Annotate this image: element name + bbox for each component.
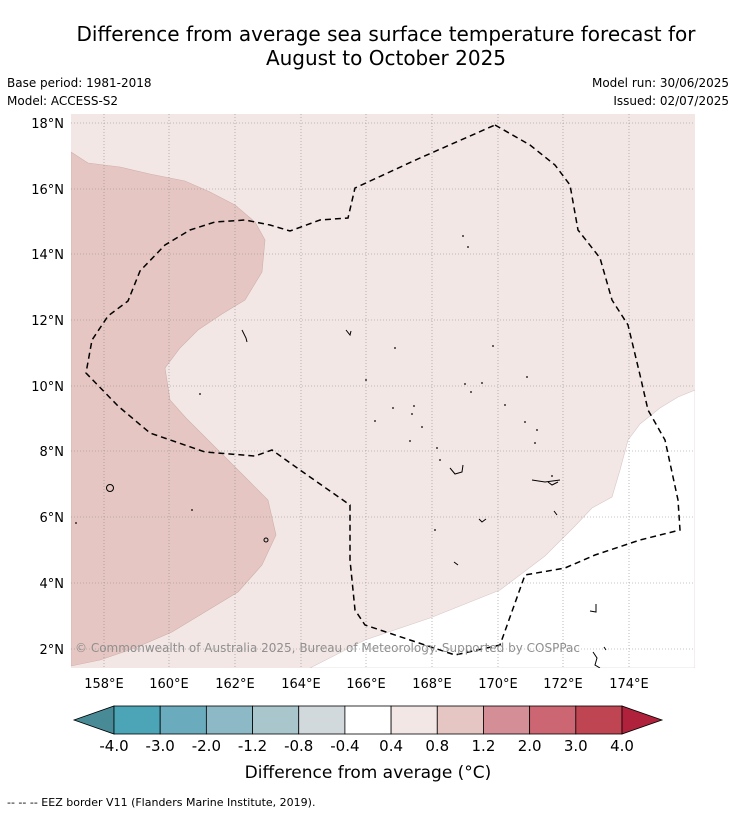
copyright-notice: © Commonwealth of Australia 2025, Bureau… [75, 641, 580, 655]
colorbar-cell [113, 705, 161, 735]
longitude-labels: 158°E 160°E 162°E 164°E 166°E 168°E 170°… [84, 677, 649, 692]
island [241, 329, 248, 343]
island-dots [75, 235, 553, 531]
island [547, 481, 559, 486]
colorbar-cell [529, 705, 577, 735]
region-anomaly-0-8-to-1-2 [71, 151, 277, 667]
lat-label: 4°N [40, 577, 65, 592]
lat-label: 16°N [31, 183, 64, 198]
colorbar-tick-label: -0.4 [330, 737, 359, 755]
island [449, 464, 464, 475]
latitude-labels: 18°N 16°N 14°N 12°N 10°N 8°N 6°N 4°N 2°N [31, 117, 64, 658]
island [589, 604, 597, 613]
map-title: Difference from average sea surface temp… [40, 22, 732, 70]
colorbar-tick-label: -3.0 [146, 737, 175, 755]
colorbar-cell [205, 705, 253, 735]
lon-label: 166°E [346, 677, 386, 692]
island [453, 561, 459, 566]
island [603, 646, 607, 651]
islands [106, 329, 607, 668]
colorbar-tick-label: 1.2 [472, 737, 496, 755]
lon-label: 174°E [609, 677, 649, 692]
lon-label: 164°E [281, 677, 321, 692]
colorbar-title: Difference from average (°C) [244, 763, 492, 783]
colorbar-tick-label: -4.0 [99, 737, 128, 755]
island [478, 518, 487, 523]
lon-label: 162°E [215, 677, 255, 692]
island [106, 484, 114, 492]
eez-border [85, 124, 681, 656]
colorbar-ticks: -4.0 -3.0 -2.0 -1.2 -0.8 -0.4 0.4 0.8 1.2 2.0 3.0 4… [99, 737, 634, 755]
colorbar-cell [483, 705, 531, 735]
colorbar-tick-label: 4.0 [610, 737, 634, 755]
colorbar-tick-label: 0.4 [379, 737, 403, 755]
lat-label: 14°N [31, 248, 64, 263]
colorbar-cell [159, 705, 207, 735]
island [592, 651, 601, 668]
title-line-1: Difference from average sea surface temp… [76, 22, 696, 46]
model-run: Model run: 30/06/2025 [591, 76, 729, 90]
colorbar-tick-label: 0.8 [425, 737, 449, 755]
lon-label: 168°E [412, 677, 452, 692]
meta-left: Base period: 1981-2018 Model: ACCESS-S2 [7, 74, 152, 110]
colorbar-cell [252, 705, 300, 735]
colorbar-cell [390, 705, 438, 735]
map-panel [71, 114, 695, 668]
lat-label: 12°N [31, 314, 64, 329]
base-period: Base period: 1981-2018 [7, 76, 152, 90]
grid-lines [71, 114, 695, 668]
colorbar-cell [298, 705, 346, 735]
lat-label: 8°N [40, 445, 65, 460]
issued-date: Issued: 02/07/2025 [613, 94, 729, 108]
island [531, 479, 561, 483]
island [553, 510, 558, 516]
meta-right: Model run: 30/06/2025 Issued: 02/07/2025 [592, 74, 729, 110]
colorbar-cell [436, 705, 484, 735]
island [263, 537, 269, 543]
lat-label: 10°N [31, 380, 64, 395]
lon-label: 160°E [149, 677, 189, 692]
lat-label: 2°N [40, 643, 65, 658]
region-anomaly-near-average [309, 389, 695, 668]
colorbar-cell [344, 705, 392, 735]
colorbar-cell [575, 705, 623, 735]
colorbar: -4.0 -3.0 -2.0 -1.2 -0.8 -0.4 0.4 0.8 1.2 2.0 3.0 4… [72, 705, 664, 755]
lon-label: 170°E [478, 677, 518, 692]
island [345, 329, 352, 337]
colorbar-tick-label: -2.0 [192, 737, 221, 755]
colorbar-tick-label: 2.0 [518, 737, 542, 755]
eez-legend-note: -- -- -- EEZ border V11 (Flanders Marine… [7, 796, 316, 809]
colorbar-tick-label: -0.8 [284, 737, 313, 755]
colorbar-tick-label: -1.2 [238, 737, 267, 755]
colorbar-extend-high [621, 705, 664, 735]
title-line-2: August to October 2025 [265, 46, 507, 70]
colorbar-tick-label: 3.0 [564, 737, 588, 755]
colorbar-cells [72, 705, 664, 735]
lon-label: 172°E [543, 677, 583, 692]
lon-label: 158°E [84, 677, 124, 692]
model-name: Model: ACCESS-S2 [7, 94, 119, 108]
lat-label: 6°N [40, 511, 65, 526]
lat-label: 18°N [31, 117, 64, 132]
colorbar-extend-low [72, 705, 115, 735]
